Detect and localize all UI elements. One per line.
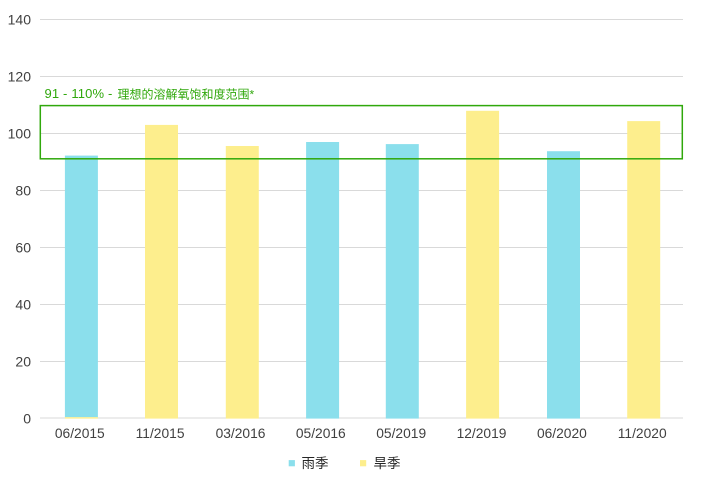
svg-text:120: 120 — [8, 69, 32, 85]
svg-text:40: 40 — [15, 297, 31, 313]
svg-text:理想的溶解氧饱和度范围*: 理想的溶解氧饱和度范围* — [118, 87, 255, 102]
svg-text:雨季: 雨季 — [302, 456, 329, 471]
svg-text:旱季: 旱季 — [374, 456, 401, 471]
svg-text:20: 20 — [15, 354, 31, 370]
svg-text:06/2020: 06/2020 — [537, 426, 587, 441]
svg-text:11/2020: 11/2020 — [618, 426, 667, 441]
svg-text:12/2019: 12/2019 — [457, 426, 507, 441]
svg-text:100: 100 — [8, 126, 32, 142]
svg-text:80: 80 — [15, 183, 31, 199]
svg-text:05/2019: 05/2019 — [376, 426, 426, 441]
svg-text:06/2015: 06/2015 — [55, 426, 105, 441]
svg-text:140: 140 — [8, 12, 32, 28]
svg-text:03/2016: 03/2016 — [216, 426, 266, 441]
svg-text:60: 60 — [15, 240, 31, 256]
svg-text:05/2016: 05/2016 — [296, 426, 346, 441]
svg-text:11/2015: 11/2015 — [136, 426, 185, 441]
svg-text:91 - 110% -: 91 - 110% - — [45, 86, 113, 101]
svg-text:0: 0 — [23, 411, 31, 427]
